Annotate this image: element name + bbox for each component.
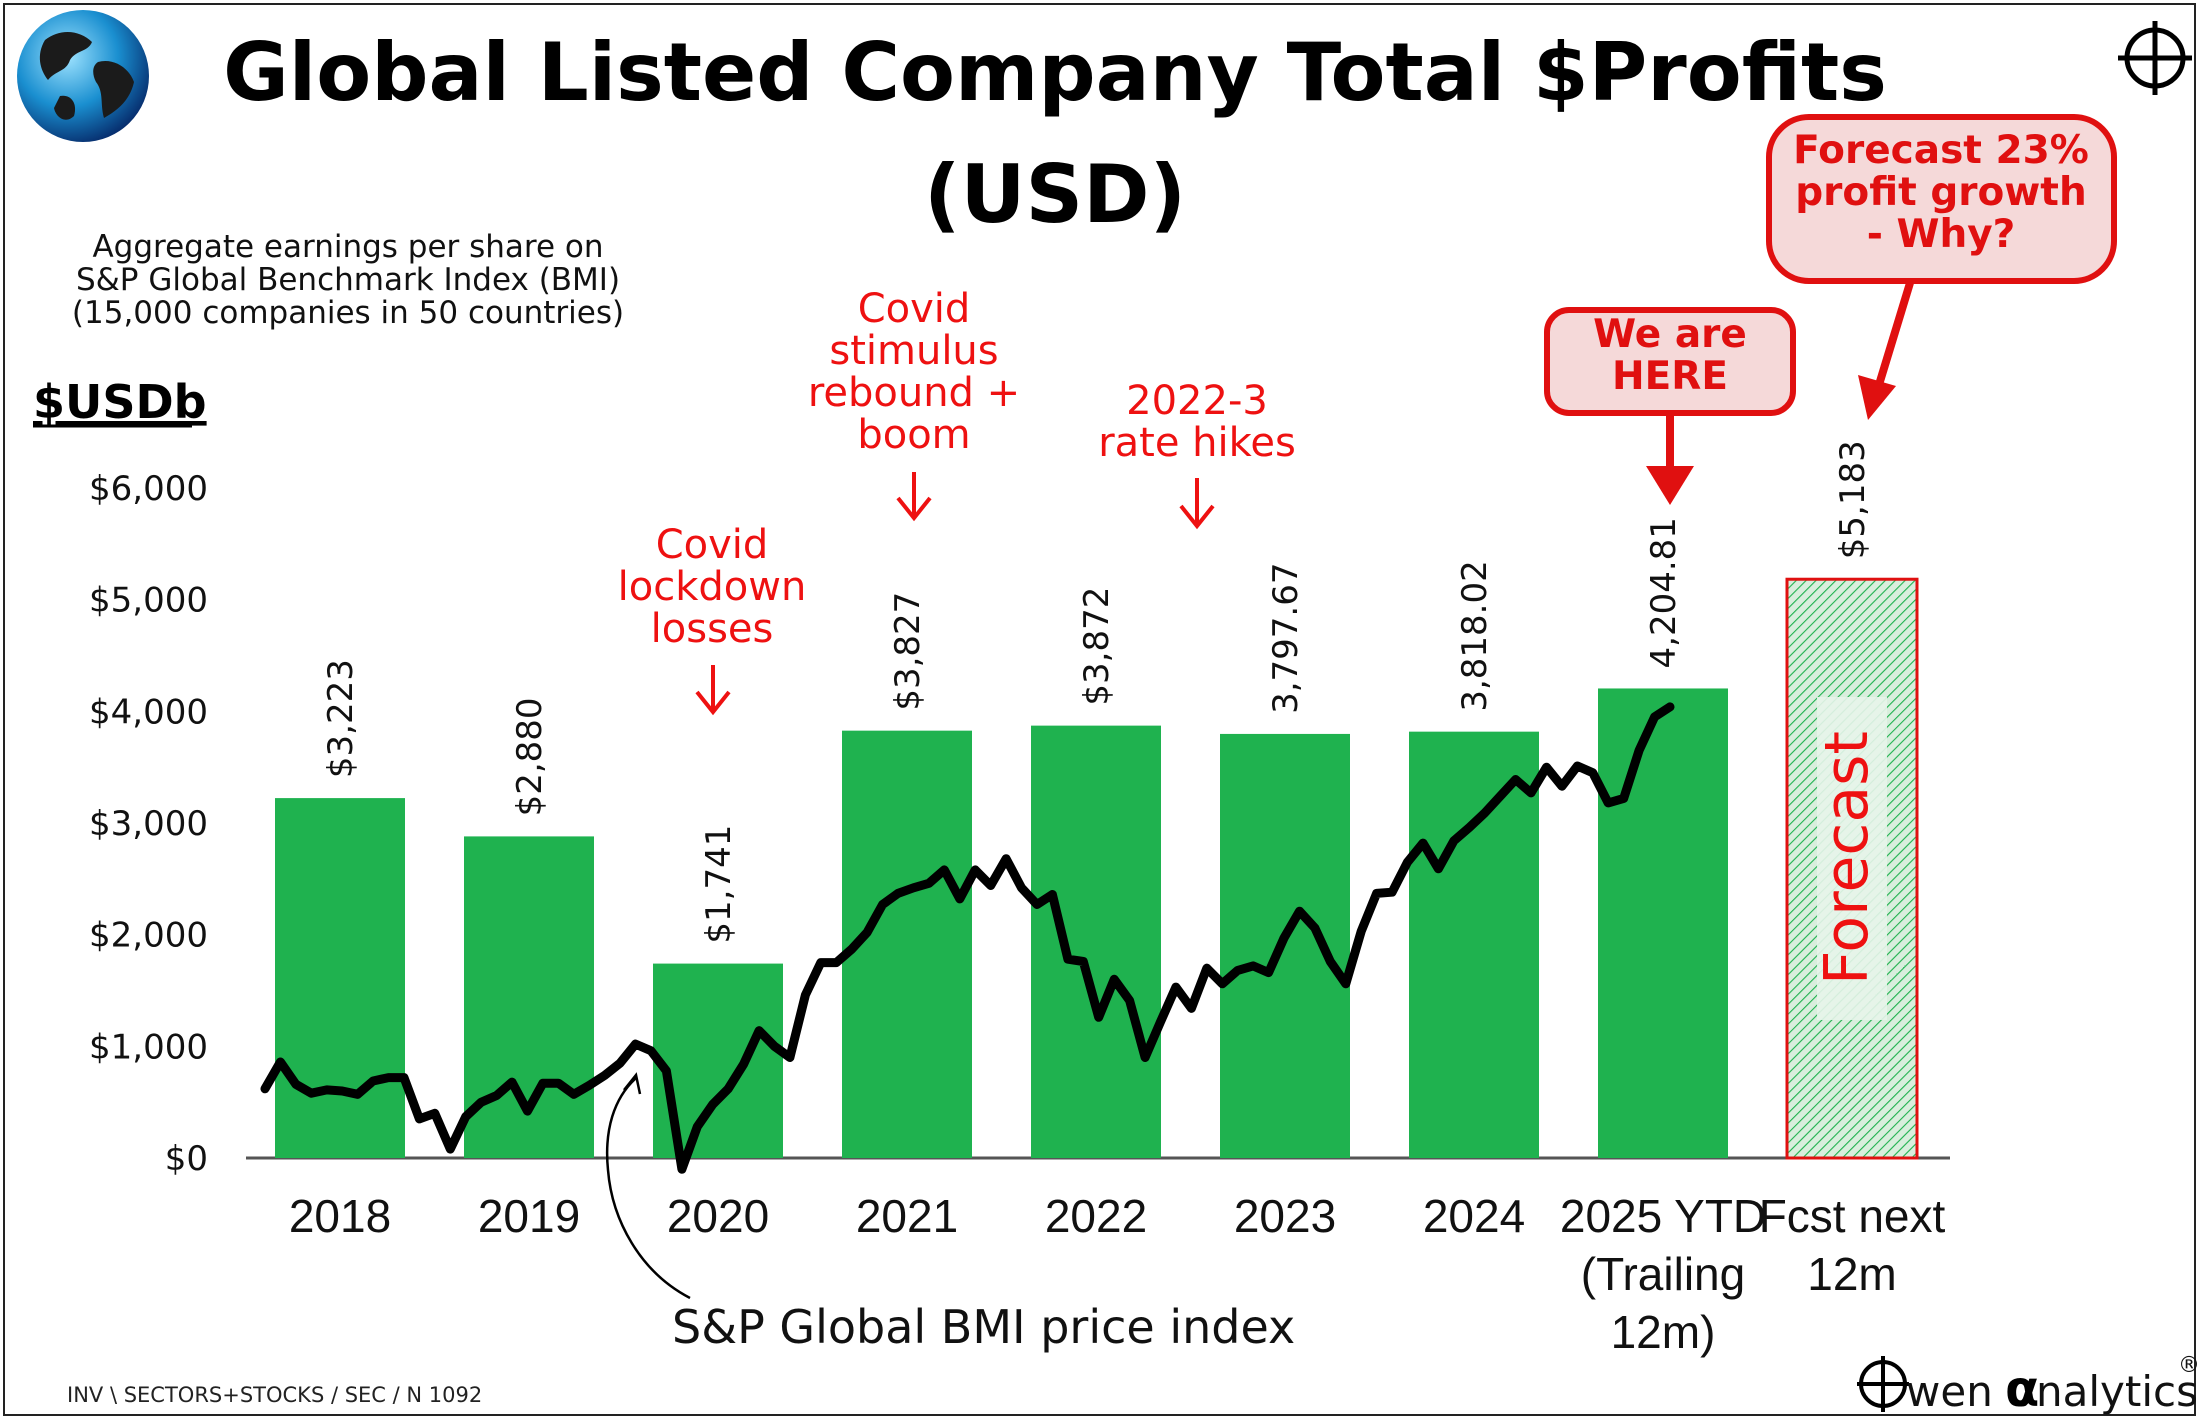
footer-code: INV \ SECTORS+STOCKS / SEC / N 1092 [67,1383,482,1407]
index-pointer-curve [605,1077,691,1300]
down-arrow-icon [896,472,932,522]
forecast-label-box [1817,697,1887,1020]
x-category-label: 12m) [1611,1306,1716,1358]
y-tick-label: $2,000 [89,916,208,956]
we-are-here-line-2: HERE [1612,354,1728,399]
annotation-covid-stimulus-1: Covid [858,286,971,332]
subtitle-line-3: (15,000 companies in 50 countries) [72,295,624,331]
owen-analytics-logo: wen α nalytics ® [1857,1353,2200,1418]
bar-value-label: $1,741 [699,825,739,944]
we-are-here-line-1: We are [1593,312,1747,357]
crosshair-icon [2118,21,2192,95]
x-category-label: (Trailing [1581,1248,1745,1300]
annotation-rate-hikes-2: rate hikes [1098,420,1296,466]
x-category-label: 2024 [1423,1190,1525,1242]
forecast-bar-label: Forecast [1812,731,1882,985]
down-arrow-icon [1179,478,1215,530]
down-arrow-icon [1646,416,1694,505]
subtitle-line-1: Aggregate earnings per share on [92,229,603,265]
category-labels-group: 2018 2019 2020 2021 2022 2023 2024 2025 YTD (Tra… [289,1190,1946,1358]
x-category-label: 2025 YTD [1560,1190,1766,1242]
x-category-label: Fcst next [1759,1190,1946,1242]
x-category-label: 2021 [856,1190,958,1242]
value-labels-group: $3,223 $2,880 $1,741 $3,827 $3,872 3,797.67 3,… [321,440,1873,943]
bar-value-label: $3,872 [1077,587,1117,706]
annotation-covid-stimulus-4: boom [857,412,970,458]
bar-value-label: 3,818.02 [1455,560,1495,711]
x-category-label: 2018 [289,1190,391,1242]
bar-value-label: $3,223 [321,659,361,778]
y-tick-label: $5,000 [89,581,208,621]
y-unit-label: $USDb [33,375,207,429]
index-line-label: S&P Global BMI price index [672,1300,1295,1354]
chart-title-line1: Global Listed Company Total $Profits [223,26,1887,119]
chart-title-line2: (USD) [924,148,1186,241]
down-arrow-icon [1858,281,1914,420]
y-tick-label: $3,000 [89,804,208,844]
x-category-label: 2020 [667,1190,769,1242]
bmi-price-index-line [260,702,1675,1174]
annotation-covid-lockdown-3: losses [651,606,774,652]
bar [842,730,972,1158]
forecast-growth-callout [1766,114,2117,284]
logo-text-prefix: wen [1906,1367,1993,1416]
x-category-label: 2019 [478,1190,580,1242]
bar-value-label: 3,797.67 [1266,563,1306,714]
annotation-covid-lockdown-2: lockdown [618,564,807,610]
bar-value-label: $5,183 [1833,440,1873,559]
x-category-label: 12m [1807,1248,1896,1300]
logo-alpha: α [2005,1360,2039,1418]
y-tick-label: $6,000 [89,469,208,509]
bars-group [275,577,1919,1160]
forecast-growth-line-3: - Why? [1867,212,2016,257]
x-category-label: 2023 [1234,1190,1336,1242]
y-tick-label: $0 [165,1139,208,1179]
y-ticks: $0 $1,000 $2,000 $3,000 $4,000 $5,000 $6,000 [89,469,208,1179]
forecast-growth-line-2: profit growth [1795,170,2086,215]
bar-value-label: $3,827 [888,592,928,711]
y-tick-label: $4,000 [89,692,208,732]
index-pointer-arrowhead [623,1072,642,1095]
forecast-growth-line-1: Forecast 23% [1793,128,2089,173]
we-are-here-callout [1544,307,1796,416]
annotation-rate-hikes-1: 2022-3 [1126,378,1268,424]
bar [1409,731,1539,1158]
annotation-covid-lockdown-1: Covid [656,522,769,568]
annotation-covid-stimulus-2: stimulus [829,328,998,374]
logo-text-suffix: nalytics [2036,1367,2198,1416]
bar [1031,725,1161,1158]
bar-value-label: $2,880 [510,697,550,816]
annotation-covid-stimulus-3: rebound + [808,370,1020,416]
bar [275,798,405,1158]
subtitle-line-2: S&P Global Benchmark Index (BMI) [76,262,620,298]
y-tick-label: $1,000 [89,1027,208,1067]
globe-icon [17,10,149,142]
logo-registered: ® [2178,1353,2200,1378]
bar [1598,688,1728,1158]
x-category-label: 2022 [1045,1190,1147,1242]
down-arrow-icon [695,665,731,716]
bar-value-label: 4,204.81 [1644,517,1684,668]
